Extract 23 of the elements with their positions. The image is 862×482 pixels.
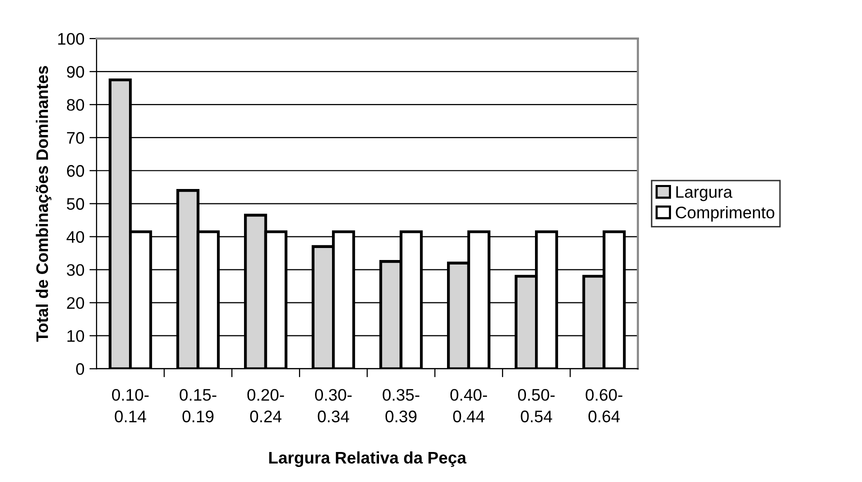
x-tick-label: 0.50-0.54 — [518, 388, 555, 422]
x-tick-label: 0.35-0.39 — [382, 388, 420, 422]
x-tick-label: 0.10-0.14 — [112, 388, 149, 422]
y-tick-label: 20 — [67, 297, 84, 309]
y-tick-label: 70 — [67, 132, 84, 144]
y-tick-label: 90 — [66, 66, 84, 78]
x-tick-label: 0.30-0.34 — [315, 388, 352, 422]
y-tick-label: 100 — [58, 32, 84, 45]
x-tick-label: 0.20-0.24 — [247, 388, 284, 422]
x-axis-title: Largura Relativa da Peça — [269, 451, 466, 467]
x-tick-label: 0.15-0.19 — [180, 388, 216, 422]
y-axis-title: Total de Combinações Dominantes — [36, 66, 52, 342]
y-tick-label: 50 — [66, 198, 84, 210]
legend-label: Comprimento — [676, 206, 774, 222]
x-tick-label: 0.40-0.44 — [450, 388, 487, 422]
y-tick-label: 60 — [67, 165, 84, 177]
y-tick-label: 0 — [76, 363, 84, 375]
y-tick-label: 30 — [66, 264, 84, 276]
y-tick-label: 10 — [67, 330, 84, 342]
y-tick-label: 40 — [66, 231, 84, 243]
x-tick-label: 0.60-0.64 — [586, 388, 622, 422]
legend-label: Largura — [676, 186, 732, 202]
y-tick-label: 80 — [66, 98, 84, 111]
